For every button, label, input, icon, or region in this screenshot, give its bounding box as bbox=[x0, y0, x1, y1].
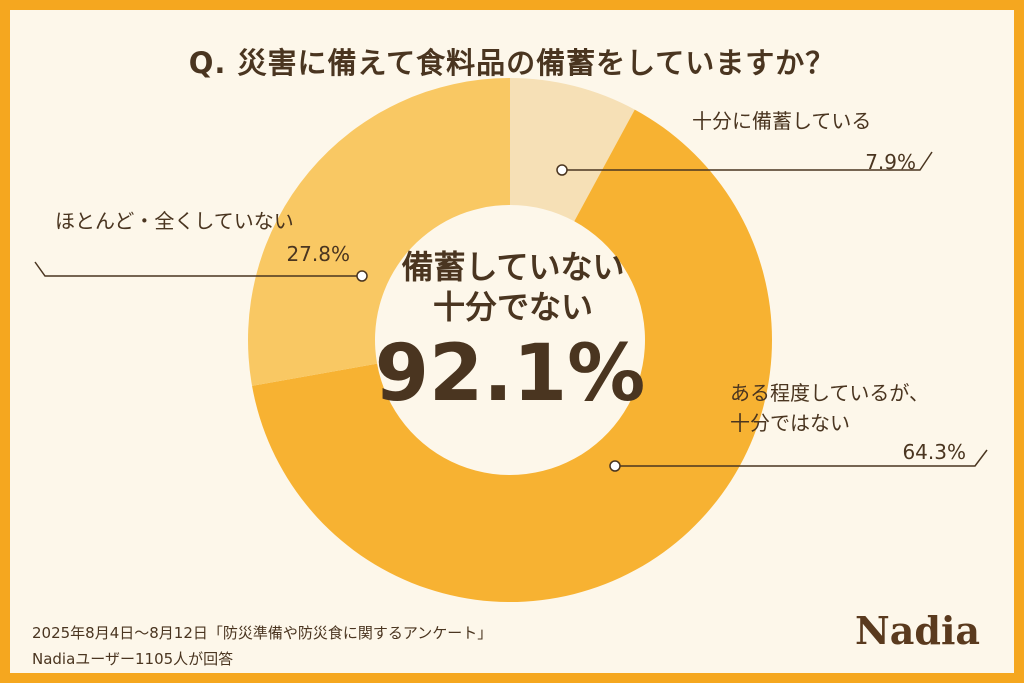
donut-slice bbox=[248, 78, 510, 386]
value-label: 27.8% bbox=[286, 242, 350, 266]
footnote: Nadiaユーザー1105人が回答 bbox=[32, 650, 234, 668]
slice-label: ある程度しているが、 十分ではない bbox=[730, 381, 929, 435]
leader-line bbox=[562, 151, 933, 171]
center-value: 92.1% bbox=[375, 329, 646, 419]
leader-dot bbox=[609, 460, 621, 472]
slice-label: ほとんど・全くしていない bbox=[55, 209, 294, 233]
leader-dot bbox=[356, 270, 368, 282]
value-label: 7.9% bbox=[865, 150, 916, 174]
center-text: 十分でない bbox=[433, 288, 593, 326]
value-label: 64.3% bbox=[902, 440, 966, 464]
leader-line bbox=[34, 261, 362, 277]
leader-dot bbox=[556, 164, 568, 176]
footnote: 2025年8月4日～8月12日「防災準備や防災食に関するアンケート」 bbox=[32, 624, 493, 642]
center-text: 備蓄していない bbox=[401, 248, 624, 286]
leader-line bbox=[615, 449, 988, 467]
donut-slice bbox=[252, 109, 773, 603]
slice-label: 十分に備蓄している bbox=[692, 109, 872, 133]
logo: Nadia bbox=[855, 608, 980, 653]
donut-slice bbox=[510, 78, 635, 222]
chart-title: Q. 災害に備えて食料品の備蓄をしていますか？ bbox=[188, 46, 836, 80]
